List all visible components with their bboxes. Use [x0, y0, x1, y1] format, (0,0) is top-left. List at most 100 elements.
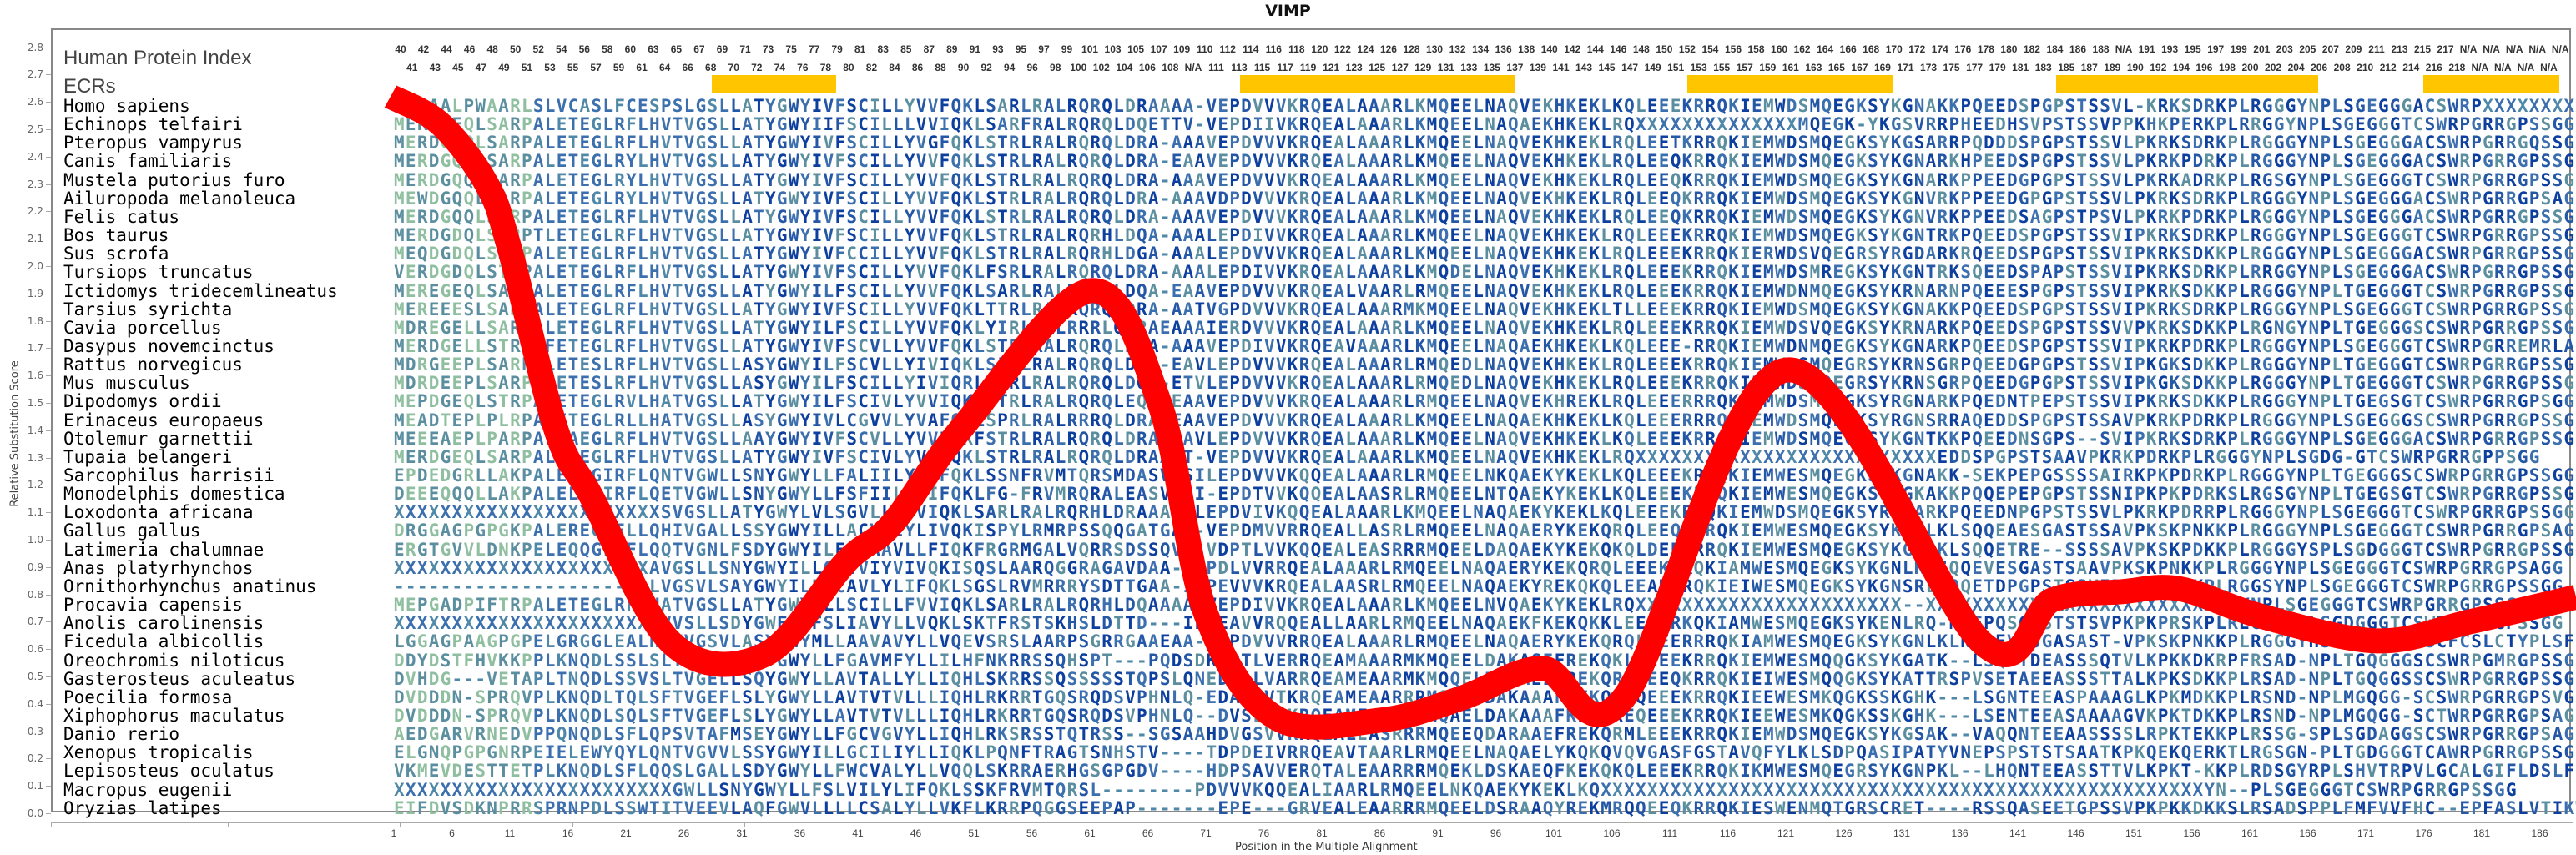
protein-index-number: N/A	[2471, 62, 2489, 73]
protein-index-number: 118	[1288, 43, 1305, 55]
protein-index-number: 66	[682, 62, 693, 73]
protein-index-number: 200	[2241, 62, 2259, 73]
y-tick-label: 2.5	[27, 123, 43, 135]
protein-index-number: 48	[486, 43, 498, 55]
sequence-row: MEREGEQLSARPALETEGLRFLHVTVGSLLATYGWYILFS…	[394, 280, 2576, 301]
protein-index-number: 124	[1357, 43, 1374, 55]
y-tick-label: 1.1	[27, 506, 43, 519]
species-name: Rattus norvegicus	[63, 355, 243, 375]
protein-index-number: 171	[1897, 62, 1914, 73]
sequence-row: --------------------TLLVGSVLSAYGWYILFGCA…	[394, 576, 2564, 596]
protein-index-number: N/A	[2494, 62, 2512, 73]
protein-index-number: 190	[2126, 62, 2144, 73]
protein-index-number: 107	[1150, 43, 1167, 55]
x-tick-label: 136	[1951, 827, 1969, 839]
protein-index-number: 67	[693, 43, 705, 55]
y-tick-label: 1.5	[27, 397, 43, 409]
protein-index-number: 185	[2058, 62, 2075, 73]
species-name: Dipodomys ordii	[63, 391, 222, 412]
y-tick-label: 0.9	[27, 561, 43, 573]
protein-index-number: 172	[1908, 43, 1926, 55]
sequence-row: MEEEAEPLPARPALEAEGLRFLHVTVGSLLAAYGWYIVFS…	[394, 428, 2576, 449]
protein-index-number: 179	[1989, 62, 2006, 73]
protein-index-number: 59	[612, 62, 625, 73]
y-tick-label: 0.1	[27, 780, 43, 792]
species-name: Sus scrofa	[63, 244, 169, 264]
protein-index-number: 87	[923, 43, 935, 55]
sequence-row: ERGTGVVLDNKPELEQQGLEFLQQTVGNLFSDYGWYILFG…	[394, 539, 2576, 560]
protein-index-number: 99	[1061, 43, 1073, 55]
x-tick-label: 21	[620, 827, 632, 839]
protein-index-number: 205	[2299, 43, 2316, 55]
ecr-bar	[1240, 75, 1515, 93]
species-name: Ornithorhynchus anatinus	[63, 576, 317, 596]
protein-index-number: 103	[1104, 43, 1122, 55]
x-tick-label: 16	[562, 827, 574, 839]
protein-index-number: 148	[1632, 43, 1650, 55]
sequence-row: MERDGEQLSARPALETEGLRFLHVTVGSLLATYGWYIVFS…	[394, 446, 2541, 467]
protein-index-number: 121	[1323, 62, 1340, 73]
y-tick-mark	[46, 129, 51, 130]
protein-index-number: 192	[2150, 62, 2167, 73]
species-name: Gasterosteus aculeatus	[63, 668, 296, 689]
protein-index-number: 143	[1575, 62, 1593, 73]
protein-index-number: 47	[475, 62, 487, 73]
protein-index-number: 117	[1277, 62, 1293, 73]
y-tick-label: 2.6	[27, 96, 43, 108]
x-tick-label: 61	[1084, 827, 1096, 839]
x-tick-label: 146	[2067, 827, 2084, 839]
protein-index-number: 115	[1253, 62, 1271, 73]
protein-index-number: N/A	[2517, 62, 2535, 73]
protein-index-number: 97	[1038, 43, 1050, 55]
y-tick-label: 1.3	[27, 451, 43, 464]
y-tick-mark	[46, 512, 51, 514]
protein-index-number: 41	[406, 62, 418, 73]
protein-index-number: 162	[1793, 43, 1811, 55]
protein-index-number: 86	[911, 62, 924, 73]
protein-index-number: 155	[1713, 62, 1731, 73]
species-name: Oryzias latipes	[63, 797, 222, 818]
y-tick-mark	[46, 649, 51, 651]
protein-index-number: 127	[1391, 62, 1409, 73]
protein-index-number: 210	[2357, 62, 2374, 73]
x-tick-label: 41	[852, 827, 864, 839]
species-name: Ailuropoda melanoleuca	[63, 188, 296, 209]
sequence-row: ELGNQPGPGNRPEIELEWYQYLQNTVGVVLSSYGWYILLG…	[394, 742, 2576, 763]
protein-index-number: 154	[1701, 43, 1719, 55]
protein-index-number: 165	[1827, 62, 1845, 73]
sequence-row: VERDGDQLSTRPALETEGLRFLHVTVGSLLATYGWYIVFS…	[394, 262, 2576, 283]
protein-index-number: 184	[2046, 43, 2064, 55]
x-tick-label: 106	[1603, 827, 1621, 839]
y-tick-label: 0.0	[27, 807, 43, 819]
protein-index-number: N/A	[1184, 62, 1202, 73]
protein-index-number: 111	[1208, 62, 1224, 73]
protein-index-number: 80	[843, 62, 854, 73]
y-tick-label: 2.3	[27, 178, 43, 190]
species-name: Sarcophilus harrisii	[63, 465, 275, 485]
protein-index-number: 188	[2092, 43, 2110, 55]
species-name: Cavia porcellus	[63, 317, 222, 338]
protein-index-number: 52	[532, 43, 544, 55]
y-tick-label: 2.7	[27, 68, 43, 81]
protein-index-number: 136	[1495, 43, 1512, 55]
protein-index-number: 195	[2184, 43, 2201, 55]
sequence-row: MERDGEQLSARPALETEGLRFLHVTVGSLLATYGWYIVFS…	[394, 133, 2576, 153]
species-name: Otolemur garnettii	[63, 428, 254, 449]
protein-index-number: 176	[1954, 43, 1972, 55]
x-tick-label: 166	[2299, 827, 2316, 839]
protein-index-number: 56	[578, 43, 590, 55]
x-tick-mark	[51, 822, 52, 827]
y-tick-mark	[46, 211, 51, 213]
ecr-bar	[1687, 75, 1893, 93]
protein-index-number: 125	[1369, 62, 1386, 73]
protein-index-number: 81	[854, 43, 866, 55]
protein-index-number: 106	[1138, 62, 1156, 73]
protein-index-number: 138	[1518, 43, 1535, 55]
protein-index-number: 160	[1771, 43, 1788, 55]
species-name: Macropus eugenii	[63, 779, 233, 800]
protein-index-number: 100	[1070, 62, 1087, 73]
sequence-row: MERDGQQLSARPALETEGLRYLHVTVGSLLATYGWYIVFS…	[394, 151, 2576, 172]
sequence-row: XXXXXXXXXXXXXXXXXXXXXXXXGWLLSNYGWYLLFSLV…	[394, 779, 2518, 800]
protein-index-number: 44	[441, 43, 452, 55]
protein-index-number: 173	[1920, 62, 1938, 73]
